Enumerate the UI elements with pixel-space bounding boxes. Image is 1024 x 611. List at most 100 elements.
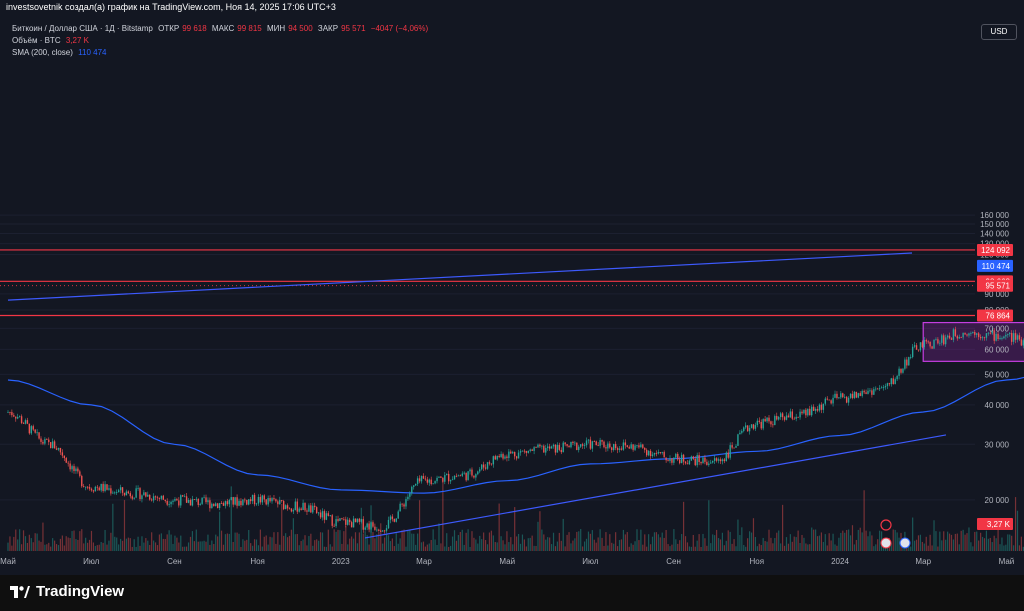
- candle-body: [224, 501, 227, 506]
- volume-bar: [296, 533, 298, 551]
- candle-body: [525, 450, 528, 453]
- candle-body: [296, 501, 298, 512]
- candle-body: [170, 501, 172, 505]
- volume-bar: [469, 546, 471, 551]
- volume-bar: [127, 537, 129, 551]
- volume-bar: [694, 546, 696, 551]
- volume-bar: [774, 538, 776, 551]
- candle-body: [589, 439, 592, 449]
- volume-bar: [958, 544, 960, 551]
- volume-bar: [797, 530, 799, 551]
- candle-body: [531, 449, 533, 451]
- volume-bar: [947, 531, 949, 551]
- volume-bar: [156, 545, 159, 551]
- volume-bar: [950, 534, 953, 551]
- volume-bar: [741, 527, 743, 551]
- lightning-event-icon[interactable]: [880, 519, 892, 531]
- volume-bar: [248, 529, 250, 551]
- volume-bar: [92, 542, 95, 551]
- volume-bar: [516, 536, 518, 551]
- candle-body: [135, 488, 137, 498]
- candle-body: [498, 455, 500, 457]
- candle-body: [65, 458, 67, 463]
- candle-body: [745, 425, 747, 428]
- volume-bar: [681, 534, 683, 551]
- candle-body: [558, 444, 561, 450]
- candle-body: [374, 526, 376, 530]
- volume-bar: [846, 529, 848, 551]
- currency-button[interactable]: USD: [981, 24, 1017, 40]
- candle-body: [393, 518, 396, 522]
- volume-bar: [19, 529, 21, 551]
- channel-lower-line[interactable]: [364, 434, 947, 539]
- candle-body: [327, 513, 330, 516]
- flag-event-icon[interactable]: [880, 537, 892, 549]
- candle-body: [352, 518, 355, 528]
- volume-bar: [149, 544, 151, 551]
- volume-bar: [671, 544, 673, 551]
- volume-bar: [119, 538, 122, 551]
- candle-body: [785, 415, 788, 420]
- volume-bar: [985, 530, 988, 551]
- volume-bar: [793, 536, 795, 551]
- candle-body: [690, 456, 693, 461]
- volume-bar: [453, 530, 456, 551]
- volume-bar: [910, 546, 912, 551]
- volume-bar: [669, 546, 671, 551]
- volume-bar: [11, 545, 13, 551]
- volume-bar: [613, 543, 615, 551]
- price-label-bg: [977, 309, 1013, 322]
- volume-bar: [712, 534, 714, 551]
- candle-body: [560, 449, 562, 453]
- volume-bar: [873, 546, 875, 551]
- candle-body: [238, 500, 240, 506]
- volume-bar: [180, 535, 182, 551]
- candle-body: [205, 497, 207, 503]
- candle-body: [500, 454, 502, 457]
- candle-body: [286, 505, 289, 509]
- volume-bar: [263, 536, 265, 551]
- volume-bar: [931, 545, 933, 551]
- candle-body: [611, 447, 613, 451]
- volume-bar: [580, 529, 582, 551]
- candle-body: [686, 463, 689, 465]
- volume-bar: [620, 539, 623, 551]
- candle-body: [96, 486, 99, 488]
- volume-bar: [211, 540, 213, 551]
- candle-body: [380, 530, 382, 532]
- volume-bar: [762, 537, 764, 551]
- volume-bar: [1005, 544, 1007, 551]
- candle-body: [597, 445, 599, 446]
- volume-bar: [430, 540, 432, 551]
- candle-body: [211, 503, 213, 509]
- volume-bar: [304, 535, 306, 551]
- volume-bar: [323, 546, 326, 551]
- candle-body: [395, 518, 397, 522]
- candle-body: [853, 391, 856, 399]
- candle-body: [723, 459, 726, 462]
- low-value: 94 500: [288, 24, 313, 33]
- volume-bar: [123, 500, 126, 551]
- volume-bar: [603, 545, 605, 551]
- flag-event-icon[interactable]: [899, 537, 911, 549]
- candle-body: [92, 490, 95, 492]
- tradingview-logo[interactable]: TradingView: [10, 583, 124, 600]
- volume-bar: [329, 544, 331, 551]
- candle-body: [712, 460, 714, 463]
- volume-bar: [591, 530, 593, 551]
- volume-bar: [374, 538, 376, 551]
- channel-upper-line[interactable]: [7, 252, 913, 301]
- volume-bar: [892, 529, 894, 551]
- sma-line[interactable]: [7, 266, 1024, 494]
- candle-body: [471, 469, 473, 476]
- candle-body: [147, 494, 149, 497]
- volume-bar: [67, 537, 69, 551]
- candle-body: [479, 469, 481, 472]
- candle-body: [937, 339, 939, 344]
- candle-body: [350, 522, 353, 528]
- volume-bar: [224, 534, 227, 551]
- volume-bar: [673, 529, 675, 551]
- candle-body: [461, 473, 463, 476]
- volume-bar: [981, 536, 984, 551]
